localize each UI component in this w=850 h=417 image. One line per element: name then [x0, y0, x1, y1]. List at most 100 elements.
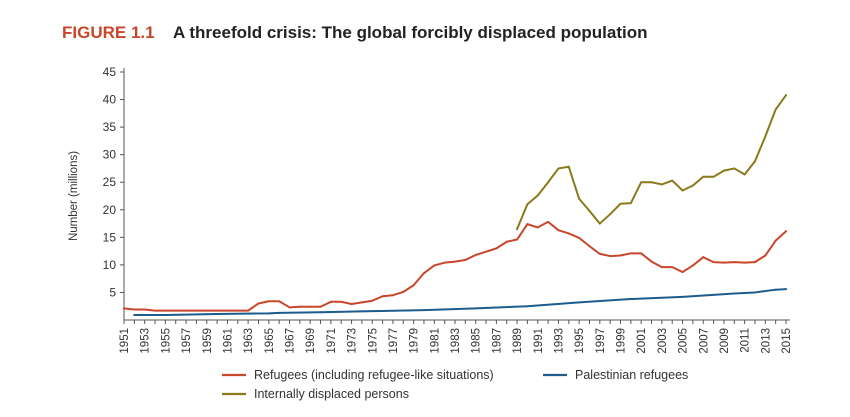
- x-tick-label: 1955: [160, 328, 172, 354]
- y-axis-label: Number (millions): [68, 151, 80, 241]
- data-point-idp: [578, 197, 581, 200]
- x-tick-label: 1957: [181, 328, 193, 354]
- data-point-refugees: [185, 309, 188, 312]
- data-point-idp: [764, 135, 767, 138]
- data-point-idp: [671, 179, 674, 182]
- x-tick-label: 2015: [781, 328, 793, 354]
- data-point-refugees: [154, 309, 157, 312]
- x-tick-label: 1973: [347, 328, 359, 354]
- data-point-idp: [640, 181, 643, 184]
- data-point-palestinian: [474, 307, 477, 310]
- data-point-refugees: [485, 250, 488, 253]
- data-point-refugees: [226, 309, 229, 312]
- data-point-idp: [547, 181, 550, 184]
- data-point-refugees: [474, 253, 477, 256]
- data-point-refugees: [422, 272, 425, 275]
- x-tick-label: 1969: [305, 328, 317, 354]
- x-tick-label: 1971: [326, 328, 338, 354]
- x-tick-label: 1977: [388, 328, 400, 354]
- data-point-palestinian: [267, 312, 270, 315]
- data-point-refugees: [257, 302, 260, 305]
- x-tick-label: 1953: [140, 328, 152, 354]
- y-tick-label: 30: [103, 148, 117, 162]
- data-point-refugees: [247, 309, 250, 312]
- x-tick-label: 1999: [616, 328, 628, 354]
- data-point-refugees: [433, 264, 436, 267]
- data-point-palestinian: [681, 295, 684, 298]
- data-point-refugees: [236, 309, 239, 312]
- data-point-refugees: [360, 301, 363, 304]
- x-tick-label: 1993: [553, 328, 565, 354]
- data-point-idp: [609, 213, 612, 216]
- data-point-idp: [753, 160, 756, 163]
- x-tick-label: 2013: [760, 328, 772, 354]
- data-point-refugees: [195, 309, 198, 312]
- data-point-idp: [526, 203, 529, 206]
- data-point-refugees: [164, 309, 167, 312]
- data-point-refugees: [143, 308, 146, 311]
- y-tick-label: 35: [103, 120, 117, 134]
- data-point-refugees: [619, 254, 622, 257]
- data-point-refugees: [557, 229, 560, 232]
- x-tick-label: 2001: [636, 328, 648, 354]
- data-point-refugees: [764, 254, 767, 257]
- data-point-palestinian: [319, 311, 322, 314]
- data-point-refugees: [567, 232, 570, 235]
- data-point-refugees: [298, 305, 301, 308]
- data-point-idp: [722, 169, 725, 172]
- data-point-idp: [774, 108, 777, 111]
- data-point-palestinian: [371, 310, 374, 313]
- data-point-idp: [629, 202, 632, 205]
- data-point-idp: [660, 183, 663, 186]
- figure-label: FIGURE 1.1: [62, 23, 155, 42]
- data-point-refugees: [712, 261, 715, 264]
- data-point-refugees: [319, 305, 322, 308]
- data-point-palestinian: [629, 298, 632, 301]
- data-point-refugees: [743, 261, 746, 264]
- data-point-refugees: [660, 266, 663, 269]
- x-tick-label: 1995: [574, 328, 586, 354]
- x-tick-label: 1965: [264, 328, 276, 354]
- data-point-refugees: [536, 226, 539, 229]
- y-tick-label: 20: [103, 203, 117, 217]
- data-point-refugees: [412, 284, 415, 287]
- legend-label-palestinian: Palestinian refugees: [575, 368, 688, 382]
- x-tick-label: 1981: [429, 328, 441, 354]
- data-point-refugees: [402, 290, 405, 293]
- data-point-refugees: [340, 300, 343, 303]
- data-point-refugees: [464, 258, 467, 261]
- data-point-palestinian: [753, 291, 756, 294]
- data-point-refugees: [516, 238, 519, 241]
- data-point-idp: [712, 175, 715, 178]
- data-point-refugees: [526, 223, 529, 226]
- plot-area: 5 10 15 20 25 30 35 40 45 1951 1953 1955 1957 1959 196…: [68, 65, 793, 354]
- y-tick-label: 25: [103, 175, 117, 189]
- data-point-idp: [619, 202, 622, 205]
- data-point-refugees: [578, 236, 581, 239]
- data-point-palestinian: [526, 305, 529, 308]
- data-point-palestinian: [133, 314, 136, 317]
- data-point-palestinian: [422, 309, 425, 312]
- y-tick-label: 15: [103, 230, 117, 244]
- data-point-refugees: [267, 300, 270, 303]
- data-point-idp: [567, 165, 570, 168]
- x-tick-label: 1961: [222, 328, 234, 354]
- x-tick-label: 2005: [678, 328, 690, 354]
- data-point-refugees: [753, 261, 756, 264]
- data-point-idp: [743, 173, 746, 176]
- x-tick-label: 1959: [202, 328, 214, 354]
- legend: Refugees (including refugee-like situati…: [222, 368, 688, 401]
- x-tick-label: 1979: [409, 328, 421, 354]
- x-tick-label: 1991: [533, 328, 545, 354]
- x-tick-label: 1989: [512, 328, 524, 354]
- data-point-refugees: [588, 245, 591, 248]
- legend-label-refugees: Refugees (including refugee-like situati…: [254, 368, 494, 382]
- data-point-idp: [733, 167, 736, 170]
- data-point-refugees: [495, 247, 498, 250]
- data-point-refugees: [547, 220, 550, 223]
- legend-label-idp: Internally displaced persons: [254, 387, 409, 401]
- x-tick-label: 1985: [471, 328, 483, 354]
- data-point-idp: [650, 181, 653, 184]
- data-point-refugees: [722, 261, 725, 264]
- x-tick-label: 1967: [285, 328, 297, 354]
